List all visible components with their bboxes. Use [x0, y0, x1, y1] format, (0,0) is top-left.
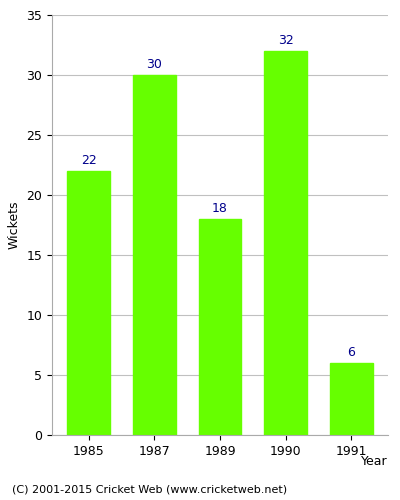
Bar — [330, 363, 373, 435]
Text: 22: 22 — [81, 154, 96, 168]
Bar — [199, 219, 241, 435]
Text: 6: 6 — [348, 346, 355, 360]
Text: (C) 2001-2015 Cricket Web (www.cricketweb.net): (C) 2001-2015 Cricket Web (www.cricketwe… — [12, 485, 287, 495]
Bar — [264, 51, 307, 435]
Bar — [67, 171, 110, 435]
Text: 32: 32 — [278, 34, 294, 48]
Bar — [133, 75, 176, 435]
Text: Year: Year — [361, 455, 388, 468]
Y-axis label: Wickets: Wickets — [8, 200, 21, 249]
Text: 30: 30 — [146, 58, 162, 71]
Text: 18: 18 — [212, 202, 228, 215]
